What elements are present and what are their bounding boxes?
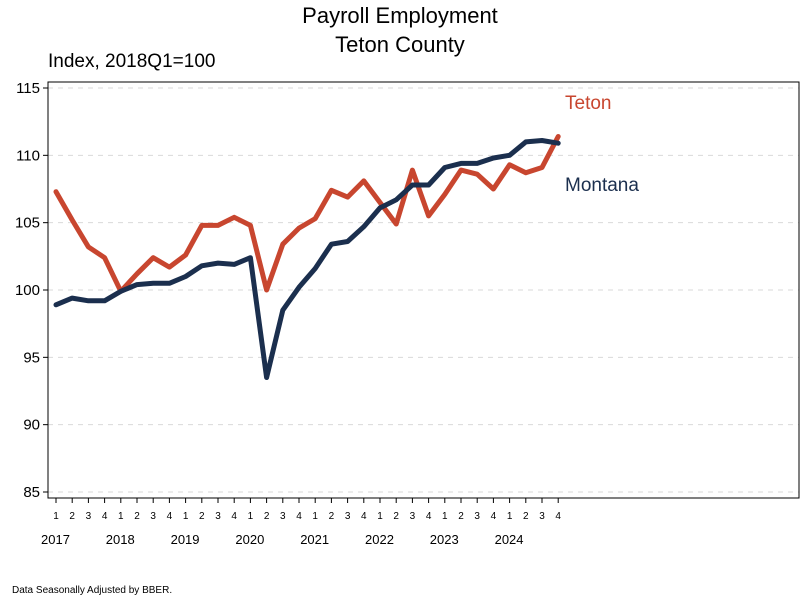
chart-title: Payroll Employment xyxy=(302,3,498,28)
y-tick-label: 110 xyxy=(16,147,40,164)
x-quarter-label: 3 xyxy=(280,511,286,522)
x-quarter-label: 4 xyxy=(426,511,432,522)
x-quarter-label: 3 xyxy=(539,511,545,522)
series-label-teton: Teton xyxy=(565,93,611,114)
x-quarter-label: 2 xyxy=(134,511,140,522)
x-quarter-label: 3 xyxy=(215,511,221,522)
x-quarter-label: 4 xyxy=(491,511,497,522)
x-quarter-label: 3 xyxy=(86,511,92,522)
x-year-label: 2018 xyxy=(106,532,135,547)
x-quarter-label: 1 xyxy=(183,511,189,522)
x-quarter-label: 3 xyxy=(150,511,156,522)
x-quarter-label: 1 xyxy=(507,511,513,522)
series-labels: Teton Montana xyxy=(565,93,639,196)
x-quarter-label: 2 xyxy=(458,511,464,522)
series-line-montana xyxy=(53,138,561,380)
y-axis-label: Index, 2018Q1=100 xyxy=(48,51,216,72)
x-quarter-label: 2 xyxy=(69,511,75,522)
x-quarter-label: 2 xyxy=(393,511,399,522)
x-quarter-label: 3 xyxy=(410,511,416,522)
x-quarter-label: 3 xyxy=(474,511,480,522)
x-year-label: 2017 xyxy=(41,532,70,547)
gridlines xyxy=(48,87,799,493)
x-quarter-label: 2 xyxy=(264,511,270,522)
x-quarter-label: 4 xyxy=(167,511,173,522)
series-label-montana: Montana xyxy=(565,175,639,196)
y-tick-label: 95 xyxy=(23,349,40,366)
y-tick-label: 115 xyxy=(16,80,40,97)
x-quarter-label: 2 xyxy=(199,511,205,522)
y-tick-label: 105 xyxy=(15,215,40,232)
y-tick-label: 100 xyxy=(15,282,40,299)
y-axis: 85 90 95 100 105 110 115 xyxy=(15,80,48,501)
x-quarter-label: 4 xyxy=(361,511,367,522)
x-quarter-label: 4 xyxy=(231,511,237,522)
x-year-label: 2022 xyxy=(365,532,394,547)
x-quarter-label: 4 xyxy=(555,511,561,522)
x-quarter-label: 1 xyxy=(312,511,318,522)
x-year-label: 2019 xyxy=(171,532,200,547)
chart-subtitle: Teton County xyxy=(335,32,465,57)
footnote: Data Seasonally Adjusted by BBER. xyxy=(12,585,173,596)
x-year-label: 2021 xyxy=(300,532,329,547)
series-line-teton xyxy=(53,134,561,294)
x-quarter-label: 3 xyxy=(345,511,351,522)
x-quarter-label: 2 xyxy=(523,511,529,522)
x-quarter-label: 1 xyxy=(248,511,254,522)
x-quarter-label: 2 xyxy=(329,511,335,522)
x-quarter-label: 1 xyxy=(118,511,124,522)
series-lines xyxy=(53,134,561,380)
x-quarter-label: 4 xyxy=(296,511,302,522)
x-quarter-label: 1 xyxy=(377,511,383,522)
x-quarter-label: 4 xyxy=(102,511,108,522)
y-tick-label: 90 xyxy=(23,417,40,434)
x-quarter-label: 1 xyxy=(53,511,59,522)
x-quarter-label: 1 xyxy=(442,511,448,522)
x-year-label: 2024 xyxy=(495,532,524,547)
x-year-label: 2020 xyxy=(235,532,264,547)
y-tick-label: 85 xyxy=(23,484,40,501)
x-year-label: 2023 xyxy=(430,532,459,547)
